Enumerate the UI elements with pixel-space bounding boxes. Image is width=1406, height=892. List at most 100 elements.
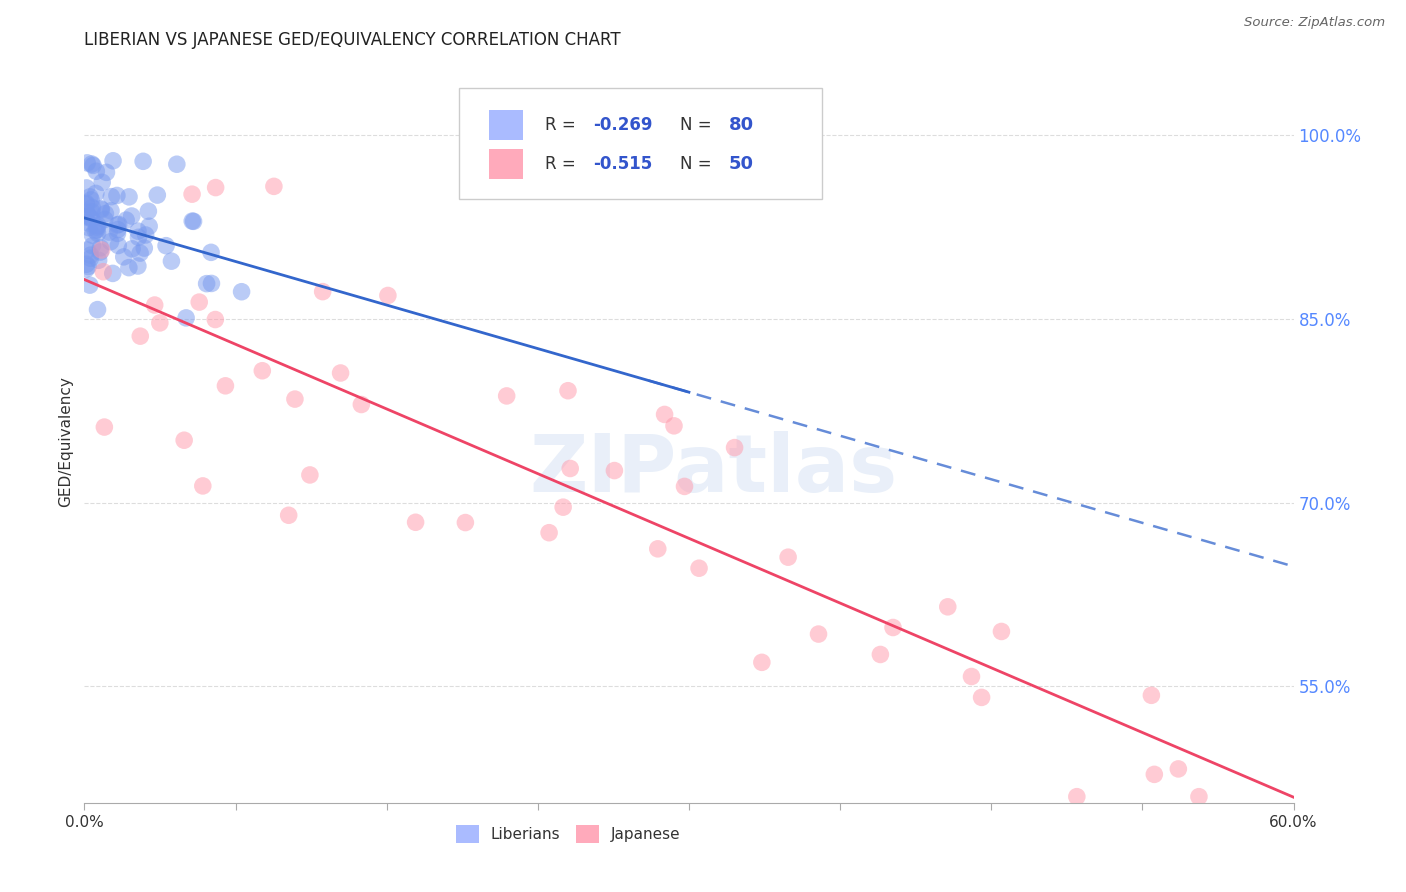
Point: [990, 624, 1012, 639]
Point: [79, 248, 101, 262]
Point: [121, 242, 143, 256]
Point: [107, 227, 129, 241]
Point: [603, 464, 626, 478]
Legend: Liberians, Japanese: Liberians, Japanese: [450, 819, 686, 849]
Point: [188, 295, 211, 310]
Point: [100, 189, 122, 203]
Point: [454, 516, 477, 530]
Text: 50: 50: [728, 155, 754, 173]
Point: [86, 164, 108, 178]
Point: [76, 156, 98, 170]
Point: [91, 265, 114, 279]
Point: [90, 243, 112, 257]
Text: N =: N =: [681, 116, 717, 134]
Point: [98, 225, 121, 239]
Point: [79, 278, 101, 293]
Point: [329, 366, 352, 380]
Point: [84, 186, 107, 201]
Text: LIBERIAN VS JAPANESE GED/EQUIVALENCY CORRELATION CHART: LIBERIAN VS JAPANESE GED/EQUIVALENCY COR…: [84, 31, 621, 49]
Point: [377, 288, 399, 302]
Point: [75, 197, 97, 211]
Point: [86, 302, 108, 317]
Point: [107, 218, 129, 232]
Point: [553, 500, 575, 515]
Point: [79, 190, 101, 204]
Point: [560, 461, 582, 475]
Point: [93, 420, 115, 434]
Point: [118, 190, 141, 204]
Point: [79, 252, 101, 266]
Point: [127, 259, 149, 273]
Point: [135, 227, 157, 242]
Point: [76, 243, 98, 257]
Point: [673, 479, 696, 493]
Point: [96, 165, 118, 179]
Text: -0.269: -0.269: [593, 116, 652, 134]
Point: [688, 561, 710, 575]
Point: [936, 599, 959, 614]
Point: [90, 202, 112, 217]
Point: [94, 207, 117, 221]
Point: [75, 257, 97, 271]
Point: [654, 408, 676, 422]
Text: N =: N =: [681, 155, 717, 173]
Point: [538, 525, 561, 540]
Point: [174, 310, 197, 325]
Point: [181, 214, 204, 228]
Point: [204, 312, 226, 326]
Text: R =: R =: [546, 116, 581, 134]
Point: [138, 219, 160, 234]
Point: [76, 216, 98, 230]
Point: [778, 550, 800, 565]
Point: [80, 211, 103, 226]
Point: [183, 214, 205, 228]
Point: [132, 154, 155, 169]
Point: [89, 245, 111, 260]
Point: [77, 210, 100, 224]
Point: [311, 285, 333, 299]
Point: [807, 627, 830, 641]
Point: [82, 228, 104, 243]
Point: [82, 238, 104, 252]
Point: [86, 226, 108, 240]
Point: [82, 201, 104, 215]
Point: [1143, 767, 1166, 781]
Point: [1188, 789, 1211, 804]
Point: [869, 648, 891, 662]
Point: [751, 656, 773, 670]
Point: [173, 434, 195, 448]
Point: [77, 260, 100, 274]
Point: [94, 212, 117, 227]
Point: [76, 205, 98, 219]
Point: [405, 516, 427, 530]
Point: [231, 285, 253, 299]
Point: [134, 241, 156, 255]
Point: [86, 220, 108, 235]
Point: [75, 261, 97, 276]
Point: [115, 213, 138, 227]
Point: [118, 260, 141, 275]
Point: [80, 193, 103, 207]
Point: [127, 230, 149, 244]
Point: [101, 267, 124, 281]
Point: [129, 329, 152, 343]
Point: [960, 669, 983, 683]
Point: [87, 219, 110, 233]
Point: [277, 508, 299, 523]
Point: [723, 441, 745, 455]
Point: [1140, 689, 1163, 703]
Point: [129, 246, 152, 260]
Point: [263, 179, 285, 194]
FancyBboxPatch shape: [489, 110, 523, 140]
FancyBboxPatch shape: [489, 149, 523, 179]
Point: [80, 204, 103, 219]
Point: [75, 196, 97, 211]
Text: R =: R =: [546, 155, 581, 173]
Point: [90, 202, 112, 216]
Point: [107, 222, 129, 236]
Point: [127, 224, 149, 238]
Point: [112, 250, 135, 264]
Point: [191, 479, 214, 493]
Text: 80: 80: [728, 116, 754, 134]
Point: [89, 241, 111, 255]
